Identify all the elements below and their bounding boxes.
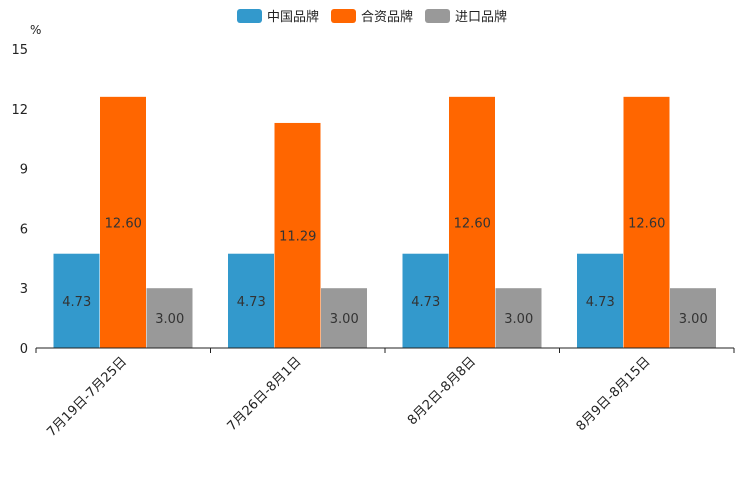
data-label: 11.29 (279, 229, 316, 244)
bar (495, 288, 542, 348)
data-label: 4.73 (237, 295, 266, 310)
bar (228, 253, 274, 348)
y-tick-label: 15 (11, 43, 28, 58)
bar (100, 96, 146, 348)
bar (623, 96, 670, 348)
x-axis-labels: 7月19日-7月25日 7月26日-8月1日 8月2日-8月8日 8月9日-8月15日 (44, 354, 653, 440)
y-axis-ticks: 0 3 6 9 12 15 (11, 43, 28, 357)
x-tick-label: 8月9日-8月15日 (574, 354, 654, 434)
legend-label[interactable]: 中国品牌 (267, 9, 319, 25)
y-tick-label: 3 (20, 282, 28, 297)
data-label: 3.00 (330, 312, 359, 327)
legend-label[interactable]: 合资品牌 (361, 9, 413, 25)
data-label: 4.73 (411, 295, 440, 310)
legend-swatch[interactable] (331, 9, 356, 23)
bar (670, 288, 716, 348)
x-tick-label: 7月19日-7月25日 (44, 354, 130, 440)
bar (146, 288, 193, 348)
data-label: 4.73 (62, 295, 91, 310)
bar (449, 96, 495, 348)
bars (53, 96, 716, 348)
legend-swatch[interactable] (237, 9, 262, 23)
data-label: 12.60 (454, 216, 491, 231)
x-tick-label: 8月2日-8月8日 (405, 354, 479, 428)
bar (402, 253, 449, 348)
y-tick-label: 9 (20, 163, 28, 178)
data-label: 3.00 (679, 312, 708, 327)
data-label: 12.60 (105, 216, 142, 231)
legend-swatch[interactable] (425, 9, 450, 23)
data-label: 12.60 (628, 216, 665, 231)
bar (53, 253, 100, 348)
y-axis-unit-label: % (30, 23, 41, 37)
y-tick-label: 12 (11, 103, 28, 118)
bar (321, 288, 367, 348)
data-label: 4.73 (586, 295, 615, 310)
legend[interactable]: 中国品牌 合资品牌 进口品牌 (237, 9, 507, 25)
data-label: 3.00 (504, 312, 533, 327)
y-tick-label: 0 (20, 342, 28, 357)
data-labels: 4.73 12.60 3.00 4.73 11.29 3.00 4.73 12.60 3.00 4… (62, 216, 707, 327)
y-tick-label: 6 (20, 222, 28, 237)
bar (274, 122, 321, 348)
x-axis-ticks (35, 348, 735, 353)
data-label: 3.00 (155, 312, 184, 327)
x-tick-label: 7月26日-8月1日 (225, 354, 305, 434)
bar (577, 253, 623, 348)
legend-label[interactable]: 进口品牌 (455, 9, 507, 25)
